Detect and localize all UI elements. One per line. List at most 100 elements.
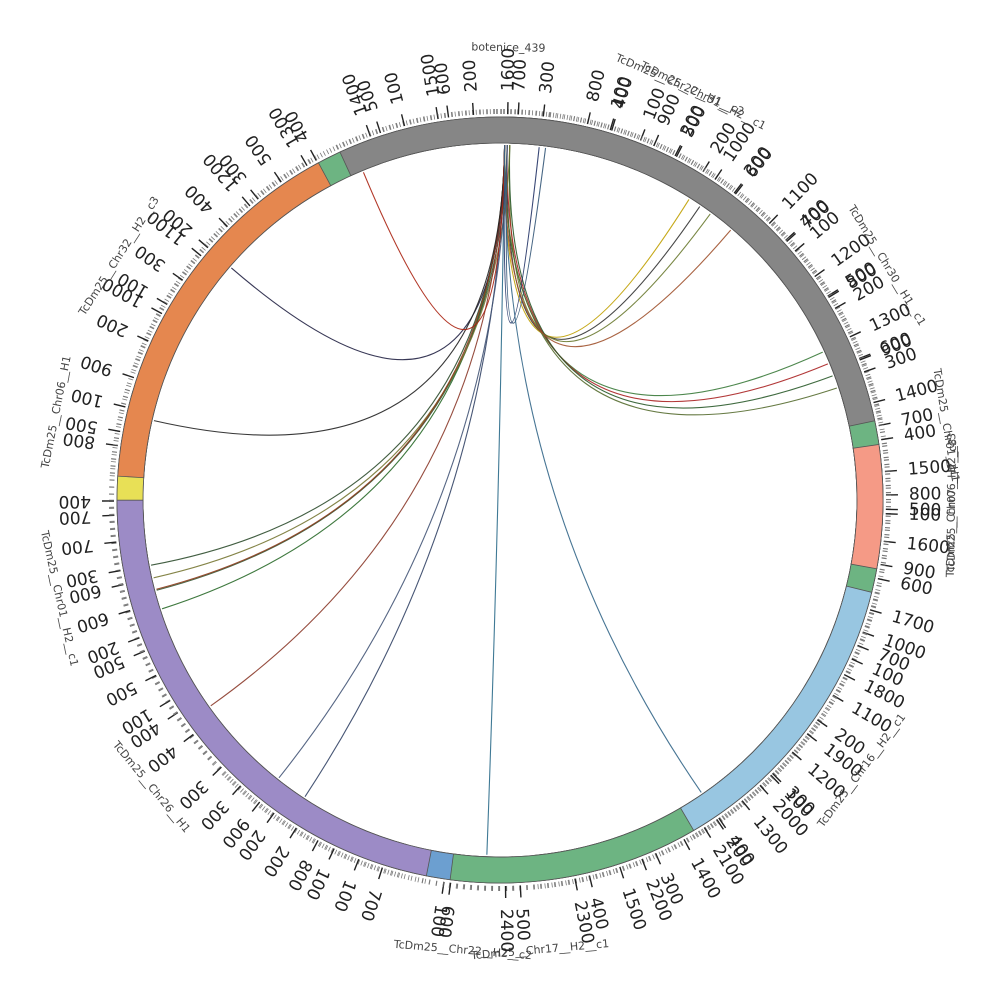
tick-label: 300 bbox=[536, 60, 560, 94]
tick-label: 1600 bbox=[498, 48, 519, 92]
major-tick bbox=[794, 242, 805, 252]
segment-tcdm25-chr07-h2-c3[interactable] bbox=[850, 444, 884, 570]
tick-label: 300 bbox=[131, 240, 169, 275]
chromosome-tcdm25-chr17-h2-c1[interactable]: 100200300400500600700800900TcDm25__Chr17… bbox=[217, 704, 821, 962]
major-tick bbox=[232, 785, 242, 796]
links-layer bbox=[150, 145, 838, 855]
tick-label: 500 bbox=[678, 103, 711, 141]
major-tick bbox=[574, 878, 578, 891]
major-tick bbox=[759, 784, 769, 795]
tick-label: 300 bbox=[174, 776, 211, 813]
link-group-tcdm25-chr16-h2-c1 bbox=[504, 145, 702, 793]
link-tcdm25-chr30-h1-c1-200 bbox=[231, 145, 506, 360]
chromosome-tcdm25-chr31-h2-c1[interactable]: 100 200 300 400500600700800900TcDm25__Chr31… bbox=[336, 58, 915, 427]
major-tick bbox=[266, 812, 275, 824]
major-tick bbox=[770, 774, 780, 785]
segment-tcdm25-chr26-h1[interactable] bbox=[116, 499, 432, 877]
tick-label: 500 bbox=[242, 131, 277, 169]
major-tick bbox=[586, 112, 591, 125]
major-tick bbox=[714, 169, 723, 180]
major-tick bbox=[881, 437, 894, 441]
major-tick bbox=[869, 609, 882, 614]
major-tick bbox=[145, 674, 157, 682]
tick-label: 700 bbox=[356, 886, 385, 923]
segment-tcdm25-chr32-h2-c3[interactable] bbox=[117, 162, 332, 479]
link-group-tcdm25-chr30-h1-c1 bbox=[231, 145, 506, 360]
major-tick bbox=[768, 214, 779, 224]
major-tick bbox=[365, 124, 372, 137]
major-tick bbox=[859, 354, 872, 361]
major-tick bbox=[118, 609, 131, 615]
major-tick bbox=[877, 578, 890, 582]
major-tick bbox=[834, 301, 846, 310]
major-tick bbox=[703, 827, 712, 839]
major-tick bbox=[159, 699, 171, 708]
tick-label: 400 bbox=[143, 740, 181, 776]
tick-label: 1600 bbox=[906, 534, 951, 559]
chromosome-tcdm25-chr06-h1[interactable]: 1002003004005006007008009001000110012001… bbox=[38, 48, 551, 903]
link-tcdm25-chr31-h2-c1-20 bbox=[362, 145, 506, 331]
major-tick bbox=[273, 171, 282, 183]
tick-label: 500 bbox=[909, 500, 942, 521]
major-tick bbox=[816, 719, 828, 728]
major-tick bbox=[873, 398, 886, 404]
link-tcdm25-chr17-h2-c1-850 bbox=[304, 145, 506, 797]
tick-label: 600 bbox=[431, 61, 455, 96]
major-tick bbox=[683, 838, 691, 851]
minor-ticks-tcdm25-chr26-h1 bbox=[109, 499, 427, 884]
tick-label: 500 bbox=[512, 908, 534, 941]
major-tick bbox=[172, 272, 184, 281]
link-group-tcdm25-chr01-h1 bbox=[504, 145, 732, 348]
major-tick bbox=[814, 268, 825, 278]
tick-label: 1400 bbox=[893, 376, 940, 406]
major-tick bbox=[641, 858, 648, 871]
major-tick bbox=[675, 145, 683, 158]
major-tick bbox=[741, 800, 751, 811]
chromosome-ring: botenice_4391002003004005006007008009001… bbox=[38, 40, 962, 962]
tick-label: 500 bbox=[64, 412, 99, 437]
chromosome-tcdm25-chr07-h2-c3[interactable]: 100 TcDm25__Chr07__H2__c3 bbox=[850, 439, 959, 579]
major-tick bbox=[198, 239, 209, 249]
chromosome-label-botenice-439: botenice_439 bbox=[471, 40, 545, 54]
major-tick bbox=[718, 817, 727, 829]
tick-label: 900 bbox=[78, 351, 115, 380]
segment-tcdm25-chr16-h2-c1[interactable] bbox=[680, 585, 873, 831]
major-tick bbox=[843, 674, 856, 681]
tick-label: 800 bbox=[909, 484, 942, 504]
tick-label: 400 bbox=[902, 421, 937, 446]
tick-label: 200 bbox=[94, 309, 132, 341]
minor-ticks-botenice-439 bbox=[496, 109, 519, 115]
major-tick bbox=[104, 541, 117, 545]
major-tick bbox=[791, 751, 802, 761]
chromosome-label-tcdm25-chr07-h2-c3: TcDm25__Chr07__H2__c3 bbox=[944, 439, 959, 579]
tick-label: 100 bbox=[69, 384, 105, 411]
major-tick bbox=[849, 331, 862, 338]
major-tick bbox=[786, 232, 797, 243]
link-group-tcdm25-chr31-h2-c1 bbox=[362, 145, 506, 331]
tick-label: 100 bbox=[426, 903, 451, 938]
major-tick bbox=[654, 852, 662, 865]
major-tick bbox=[328, 848, 335, 860]
link-tcdm25-chr06-h1-1650 bbox=[503, 145, 540, 324]
link-tcdm25-chr22-h2-c2-40 bbox=[486, 145, 506, 855]
major-tick bbox=[828, 290, 840, 299]
tick-label: 600 bbox=[433, 904, 457, 939]
major-tick bbox=[289, 827, 297, 839]
major-tick bbox=[183, 733, 194, 743]
tick-label: 700 bbox=[60, 535, 94, 558]
major-tick bbox=[857, 644, 869, 651]
major-tick bbox=[250, 189, 259, 200]
link-tcdm25-chr16-h2-c1-400 bbox=[504, 145, 702, 793]
tick-label: 500 bbox=[102, 677, 140, 710]
major-tick bbox=[519, 885, 522, 898]
major-tick bbox=[127, 637, 140, 643]
major-tick bbox=[619, 866, 625, 879]
major-tick bbox=[609, 118, 615, 131]
major-tick bbox=[300, 154, 308, 167]
segment-tcdm25-chr31-h2-c1[interactable] bbox=[339, 116, 876, 427]
major-tick bbox=[400, 114, 406, 127]
tick-label: 800 bbox=[583, 68, 610, 104]
major-tick bbox=[863, 367, 876, 373]
major-tick bbox=[734, 184, 744, 195]
